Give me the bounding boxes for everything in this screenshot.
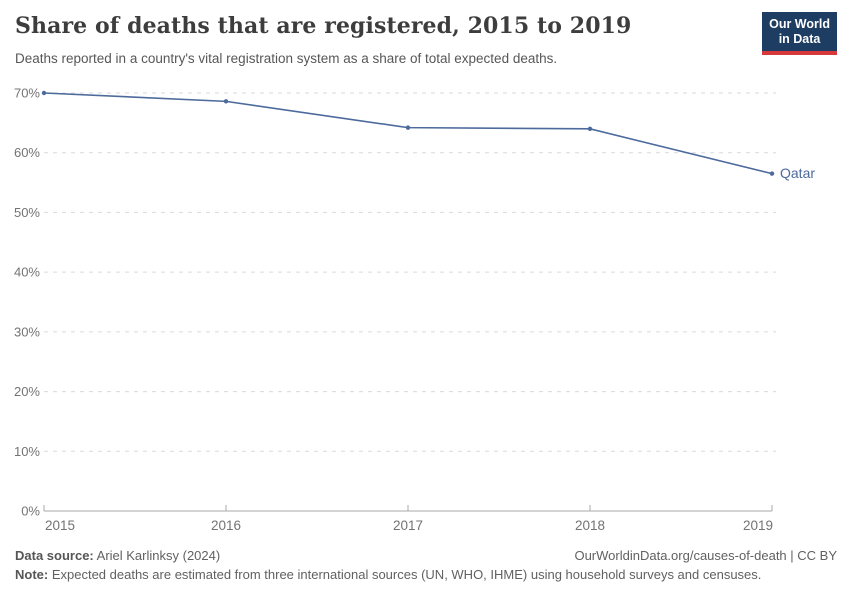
data-source: Data source: Ariel Karlinksy (2024): [15, 547, 220, 566]
chart-subtitle: Deaths reported in a country's vital reg…: [15, 50, 558, 66]
data-source-value: Ariel Karlinksy (2024): [93, 548, 221, 563]
owid-cc-link[interactable]: OurWorldinData.org/causes-of-death | CC …: [574, 548, 837, 563]
owid-logo-line1: Our World: [769, 17, 830, 31]
y-tick-label: 0%: [21, 504, 40, 519]
data-source-label: Data source:: [15, 548, 94, 563]
y-tick-label: 20%: [14, 384, 40, 399]
y-tick-label: 70%: [14, 86, 40, 101]
series-label-qatar: Qatar: [780, 165, 815, 181]
data-line-qatar: [43, 92, 773, 175]
y-tick-label: 30%: [14, 324, 40, 339]
x-tick-label: 2019: [743, 518, 773, 533]
y-tick-label: 60%: [14, 145, 40, 160]
y-tick-label: 10%: [14, 444, 40, 459]
data-point-qatar: [41, 90, 47, 96]
note-label: Note:: [15, 566, 49, 582]
x-tick-label: 2018: [575, 518, 605, 533]
x-tick-label: 2017: [393, 518, 423, 533]
note-value: Expected deaths are estimated from three…: [48, 566, 762, 582]
chart-title: Share of deaths that are registered, 201…: [15, 13, 632, 39]
owid-logo: Our World in Data: [762, 12, 837, 55]
line-chart: 0% 10% 20% 30% 40% 50% 60% 70% 2015 2016 2017 2018 2…: [14, 86, 815, 534]
owid-logo-line2: in Data: [778, 32, 821, 47]
x-tick-label: 2015: [45, 518, 75, 533]
y-tick-label: 50%: [14, 205, 40, 220]
x-tick-label: 2016: [211, 518, 241, 533]
chart-footer: Data source: Ariel Karlinksy (2024) OurW…: [15, 547, 837, 585]
data-point-qatar: [223, 99, 229, 104]
footer-row-source: Data source: Ariel Karlinksy (2024) OurW…: [15, 547, 837, 566]
footer-row-note: Note: Expected deaths are estimated from…: [15, 566, 837, 585]
chart-canvas: 0% 10% 20% 30% 40% 50% 60% 70% 2015 2016 2017 2018 2…: [14, 86, 815, 534]
chart-header: Share of deaths that are registered, 201…: [15, 13, 755, 67]
data-point-qatar: [405, 125, 411, 130]
y-tick-label: 40%: [14, 265, 40, 280]
data-point-qatar: [587, 126, 593, 132]
data-point-qatar: [769, 171, 775, 176]
